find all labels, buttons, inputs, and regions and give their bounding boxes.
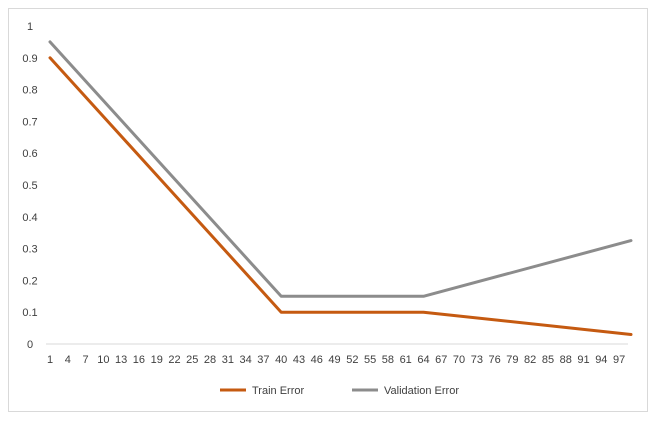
x-tick-label: 40 bbox=[275, 354, 287, 366]
x-tick-label: 22 bbox=[168, 354, 180, 366]
x-tick-label: 61 bbox=[400, 354, 412, 366]
y-tick-label: 1 bbox=[27, 21, 33, 33]
x-tick-label: 31 bbox=[222, 354, 234, 366]
x-tick-label: 58 bbox=[382, 354, 394, 366]
x-tick-label: 88 bbox=[560, 354, 572, 366]
x-tick-label: 79 bbox=[506, 354, 518, 366]
y-tick-label: 0.9 bbox=[22, 53, 37, 65]
chart-frame bbox=[8, 8, 648, 412]
x-tick-label: 94 bbox=[595, 354, 607, 366]
x-tick-label: 97 bbox=[613, 354, 625, 366]
x-tick-label: 55 bbox=[364, 354, 376, 366]
x-tick-label: 76 bbox=[488, 354, 500, 366]
y-tick-label: 0.5 bbox=[22, 180, 37, 192]
series-lines bbox=[48, 40, 633, 336]
x-tick-label: 82 bbox=[524, 354, 536, 366]
x-tick-label: 13 bbox=[115, 354, 127, 366]
series-line-train-error bbox=[48, 56, 633, 336]
x-tick-label: 7 bbox=[83, 354, 89, 366]
legend-label: Train Error bbox=[252, 385, 304, 397]
x-tick-label: 52 bbox=[346, 354, 358, 366]
legend: Train Error Validation Error bbox=[220, 385, 459, 397]
x-tick-label: 19 bbox=[151, 354, 163, 366]
x-tick-label: 28 bbox=[204, 354, 216, 366]
x-tick-label: 49 bbox=[328, 354, 340, 366]
legend-label: Validation Error bbox=[384, 385, 459, 397]
y-tick-label: 0.1 bbox=[22, 307, 37, 319]
x-tick-label: 34 bbox=[240, 354, 252, 366]
x-tick-label: 91 bbox=[577, 354, 589, 366]
x-tick-label: 25 bbox=[186, 354, 198, 366]
y-tick-label: 0.4 bbox=[22, 212, 37, 224]
y-tick-label: 0 bbox=[27, 339, 33, 351]
x-tick-label: 64 bbox=[417, 354, 429, 366]
x-tick-label: 10 bbox=[97, 354, 109, 366]
y-axis-ticks: 0 0.1 0.2 0.3 0.4 0.5 0.6 0.7 0.8 0.9 1 bbox=[22, 21, 37, 351]
x-tick-label: 46 bbox=[311, 354, 323, 366]
x-axis-ticks: 1 4 7 10 13 16 19 22 25 28 31 34 37 40 43 46 49 52 55 58 61 6… bbox=[47, 354, 625, 366]
y-tick-label: 0.8 bbox=[22, 85, 37, 97]
x-tick-label: 1 bbox=[47, 354, 53, 366]
x-tick-label: 4 bbox=[65, 354, 71, 366]
y-tick-label: 0.6 bbox=[22, 148, 37, 160]
x-tick-label: 37 bbox=[257, 354, 269, 366]
x-tick-label: 67 bbox=[435, 354, 447, 366]
x-tick-label: 70 bbox=[453, 354, 465, 366]
y-tick-label: 0.3 bbox=[22, 244, 37, 256]
y-tick-label: 0.7 bbox=[22, 116, 37, 128]
series-line-validation-error bbox=[48, 40, 633, 298]
x-tick-label: 85 bbox=[542, 354, 554, 366]
x-tick-label: 16 bbox=[133, 354, 145, 366]
y-tick-label: 0.2 bbox=[22, 275, 37, 287]
x-tick-label: 73 bbox=[471, 354, 483, 366]
x-tick-label: 43 bbox=[293, 354, 305, 366]
